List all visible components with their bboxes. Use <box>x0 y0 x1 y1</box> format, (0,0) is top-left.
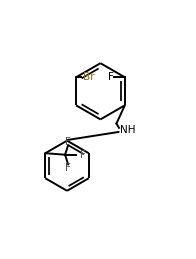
Text: NH: NH <box>120 125 136 135</box>
Text: Br: Br <box>83 72 94 82</box>
Text: F: F <box>65 163 71 173</box>
Text: F: F <box>65 137 71 147</box>
Text: F: F <box>80 150 85 160</box>
Text: F: F <box>108 72 114 82</box>
